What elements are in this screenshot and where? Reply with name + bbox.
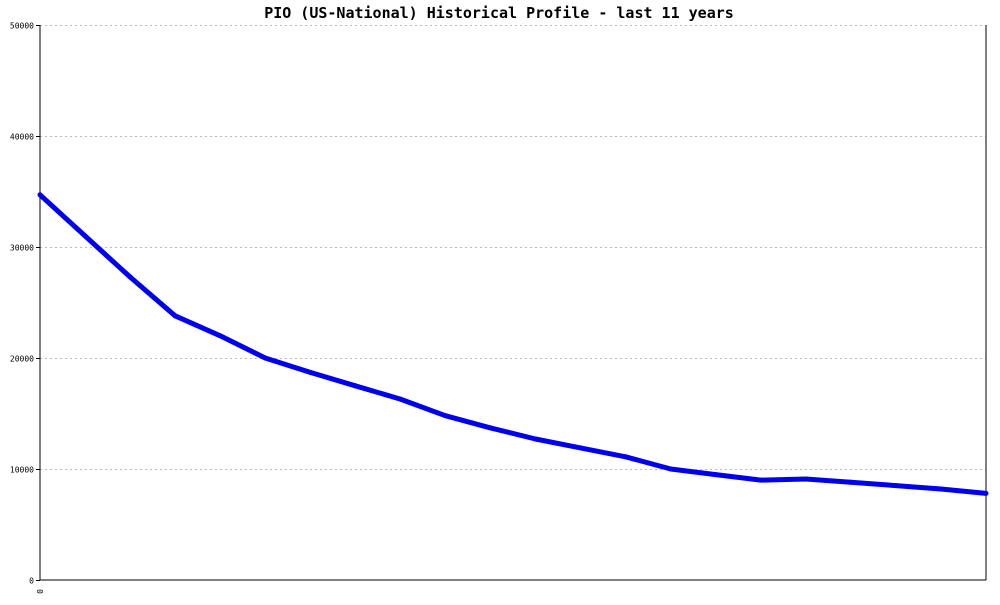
data-point <box>488 425 493 431</box>
y-tick-label: 10000 <box>10 466 34 475</box>
data-point <box>442 413 448 419</box>
data-point <box>172 313 178 319</box>
data-point <box>983 490 989 496</box>
data-point <box>352 383 358 389</box>
data-point <box>217 333 223 339</box>
grid <box>40 25 986 470</box>
series <box>37 192 989 496</box>
data-point <box>82 233 88 239</box>
data-point <box>893 483 899 489</box>
y-tick-label: 50000 <box>10 22 34 31</box>
y-ticks: 0 10000 20000 30000 40000 50000 <box>10 22 40 586</box>
data-point <box>262 355 268 361</box>
series-line <box>38 192 987 496</box>
data-point <box>938 486 944 492</box>
x-tick-label: 0 <box>36 589 45 594</box>
data-point <box>758 477 764 483</box>
y-tick-label: 0 <box>29 577 34 586</box>
data-point <box>668 466 674 472</box>
y-tick-label: 40000 <box>10 133 34 142</box>
data-point <box>127 274 133 280</box>
data-point <box>623 454 629 460</box>
data-point <box>307 369 313 375</box>
data-point <box>803 476 809 482</box>
data-point <box>533 436 538 442</box>
data-point <box>578 445 584 451</box>
y-tick-label: 20000 <box>10 355 34 364</box>
data-point <box>397 396 403 402</box>
chart-title: PIO (US-National) Historical Profile - l… <box>264 4 734 22</box>
axes <box>39 25 987 581</box>
y-tick-label: 30000 <box>10 244 34 253</box>
x-ticks: 0 <box>36 589 45 594</box>
data-point <box>848 479 854 485</box>
data-point <box>37 192 43 198</box>
data-point <box>713 472 719 478</box>
